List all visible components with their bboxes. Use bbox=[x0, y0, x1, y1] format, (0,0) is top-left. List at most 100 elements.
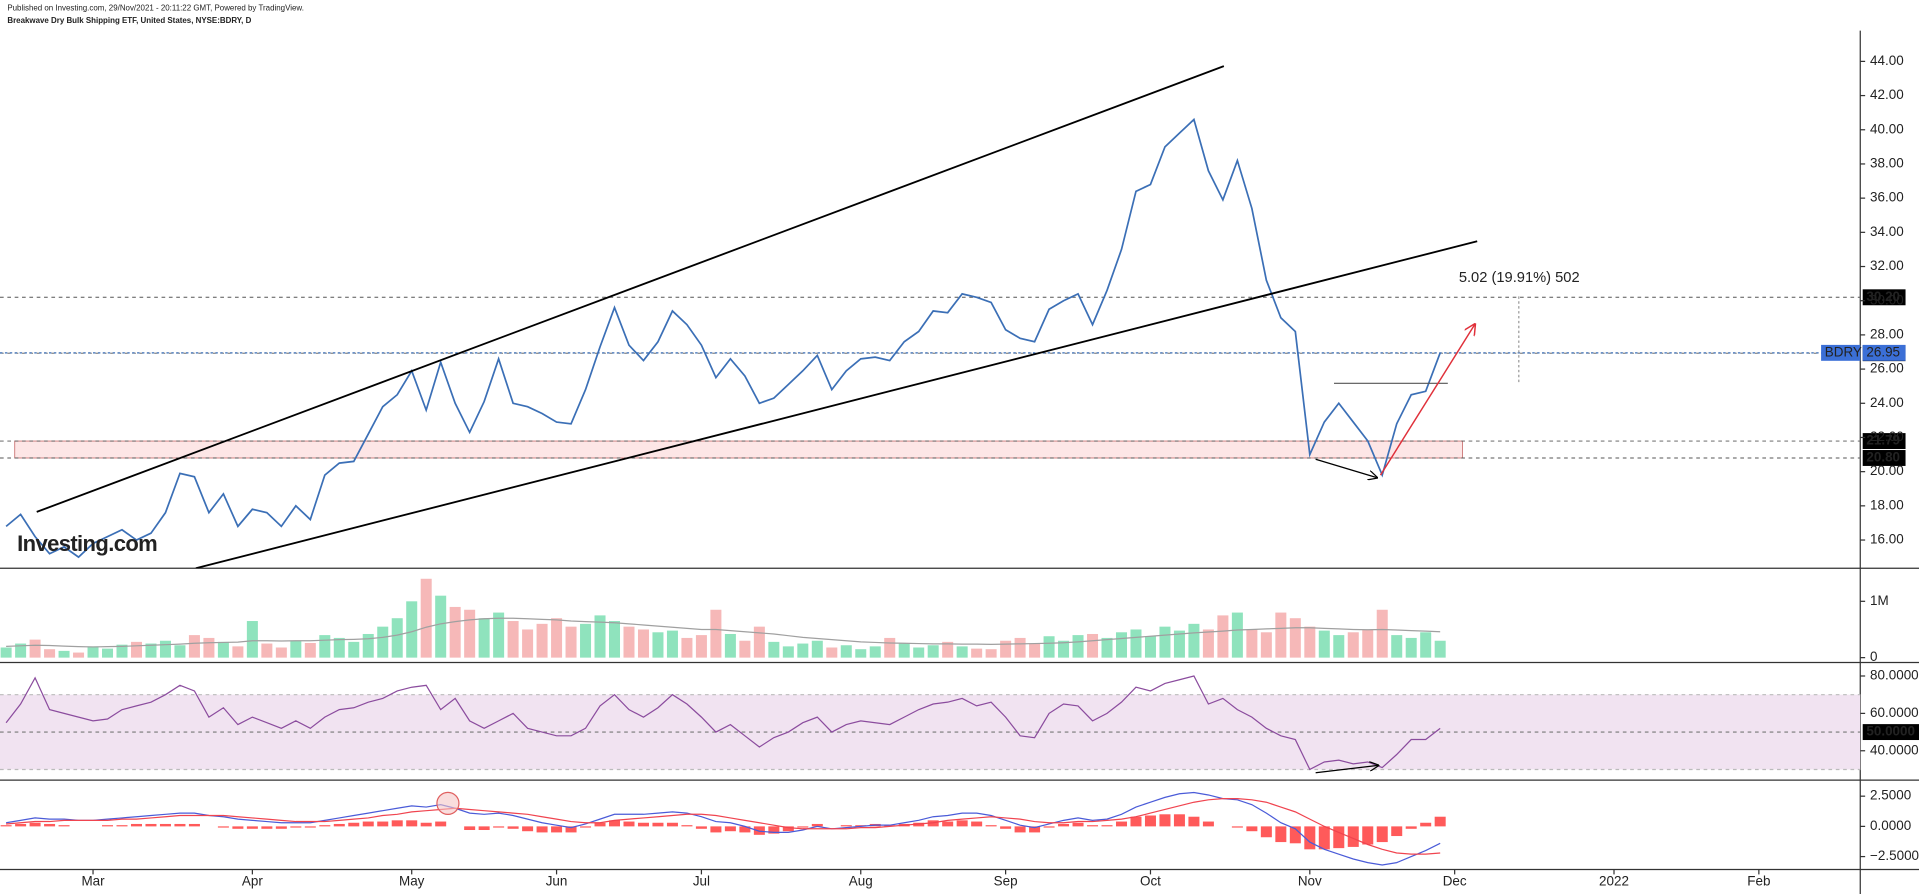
x-tick-label: 2022 bbox=[1599, 873, 1629, 888]
histogram-bar bbox=[217, 826, 229, 828]
y-tick-label: 60.0000 bbox=[1870, 705, 1919, 720]
volume-bar bbox=[232, 646, 244, 658]
level-tag bbox=[1862, 450, 1906, 466]
y-tick-label: 30.00 bbox=[1870, 292, 1904, 307]
volume-bar bbox=[956, 646, 968, 658]
histogram-bar bbox=[840, 825, 852, 827]
histogram-bar bbox=[985, 825, 997, 827]
volume-bar bbox=[1318, 630, 1330, 658]
volume-bar bbox=[406, 601, 418, 658]
y-tick-label: 18.00 bbox=[1870, 497, 1904, 512]
y-tick-label: 16.00 bbox=[1870, 532, 1904, 547]
histogram-bar bbox=[333, 823, 345, 827]
volume-bar bbox=[377, 626, 389, 658]
y-tick-label: 34.00 bbox=[1870, 224, 1904, 239]
histogram-bar bbox=[1376, 826, 1388, 843]
level-label: 21.79 bbox=[1866, 433, 1900, 448]
histogram-bar bbox=[1101, 825, 1113, 827]
histogram-bar bbox=[681, 825, 693, 827]
y-tick-label: −2.5000 bbox=[1870, 848, 1919, 863]
volume-bar bbox=[1217, 615, 1229, 658]
histogram-bar bbox=[435, 821, 447, 827]
volume-bar bbox=[493, 612, 505, 658]
volume-bar bbox=[188, 635, 200, 658]
volume-bar bbox=[580, 623, 592, 658]
volume-bar bbox=[203, 637, 215, 658]
histogram-bar bbox=[1014, 826, 1026, 833]
histogram-bar bbox=[594, 822, 606, 827]
histogram-bar bbox=[580, 826, 592, 828]
volume-bar bbox=[1087, 633, 1099, 658]
histogram-bar bbox=[971, 821, 983, 827]
volume-bar bbox=[1014, 637, 1026, 658]
volume-bar bbox=[0, 647, 12, 658]
histogram-bar bbox=[1318, 826, 1330, 850]
histogram-bar bbox=[377, 821, 389, 827]
y-tick-label: 36.00 bbox=[1870, 190, 1904, 205]
last-price-tag bbox=[1862, 344, 1906, 361]
volume-bar bbox=[840, 645, 852, 658]
volume-bar bbox=[116, 644, 128, 658]
volume-bar bbox=[1043, 636, 1055, 658]
histogram-bar bbox=[507, 826, 519, 829]
histogram-bar bbox=[1000, 826, 1012, 829]
histogram-bar bbox=[652, 822, 664, 827]
volume-bar bbox=[826, 647, 838, 658]
volume-bar bbox=[319, 635, 331, 658]
volume-bar bbox=[724, 633, 736, 658]
volume-bar bbox=[58, 650, 70, 658]
volume-bar bbox=[884, 637, 896, 658]
histogram-bar bbox=[478, 826, 490, 831]
volume-bar bbox=[159, 640, 171, 658]
histogram-bar bbox=[1043, 826, 1055, 828]
volume-bar bbox=[1000, 640, 1012, 658]
volume-bar bbox=[29, 639, 41, 658]
drawings bbox=[36, 65, 1520, 569]
volume-bar bbox=[420, 578, 432, 658]
histogram-bar bbox=[536, 826, 548, 833]
histogram-bar bbox=[102, 825, 114, 827]
y-tick-label: 2.5000 bbox=[1870, 788, 1911, 803]
volume-bar bbox=[1115, 632, 1128, 658]
symbol-label: BDRY bbox=[1825, 344, 1862, 359]
volume-bar bbox=[1231, 612, 1243, 658]
histogram-bar bbox=[1275, 826, 1287, 843]
rsi-divergence-arrow bbox=[1315, 765, 1378, 774]
histogram-bar bbox=[1159, 814, 1171, 827]
histogram-bar bbox=[1391, 826, 1403, 837]
level-label: 20.80 bbox=[1866, 450, 1900, 465]
histogram-bar bbox=[29, 822, 41, 827]
volume-bar bbox=[15, 643, 27, 658]
trendline bbox=[36, 65, 1225, 513]
volume-bar bbox=[855, 649, 867, 658]
x-tick-label: Apr bbox=[242, 873, 263, 888]
y-tick-label: 32.00 bbox=[1870, 258, 1904, 273]
level-label: 30.20 bbox=[1866, 289, 1900, 304]
histogram-bar bbox=[695, 826, 707, 829]
x-tick-label: Jul bbox=[693, 873, 710, 888]
histogram-bar bbox=[551, 826, 563, 833]
histogram-bar bbox=[464, 826, 476, 831]
volume-bar bbox=[652, 632, 664, 658]
histogram-bar bbox=[942, 821, 954, 827]
histogram-bar bbox=[637, 822, 649, 827]
histogram-bar bbox=[275, 826, 287, 829]
divergence-arrow bbox=[1315, 458, 1377, 477]
level-tag bbox=[1862, 433, 1906, 450]
histogram-bar bbox=[1115, 821, 1128, 827]
volume-bar bbox=[710, 609, 722, 658]
volume-bar bbox=[174, 645, 186, 658]
histogram-bar bbox=[956, 820, 968, 827]
volume-bar bbox=[1058, 640, 1070, 658]
volume-bar bbox=[507, 621, 519, 658]
indicator-line bbox=[5, 675, 1441, 771]
chart-title: Breakwave Dry Bulk Shipping ETF, United … bbox=[7, 16, 251, 25]
volume-bar bbox=[594, 615, 606, 658]
histogram-bar bbox=[1130, 816, 1142, 827]
histogram-bar bbox=[565, 826, 577, 833]
histogram-bar bbox=[1333, 826, 1345, 849]
volume-bar bbox=[275, 647, 287, 658]
volume-bar bbox=[1420, 632, 1432, 658]
histogram-bar bbox=[1246, 826, 1258, 832]
support-zone bbox=[14, 440, 1463, 459]
